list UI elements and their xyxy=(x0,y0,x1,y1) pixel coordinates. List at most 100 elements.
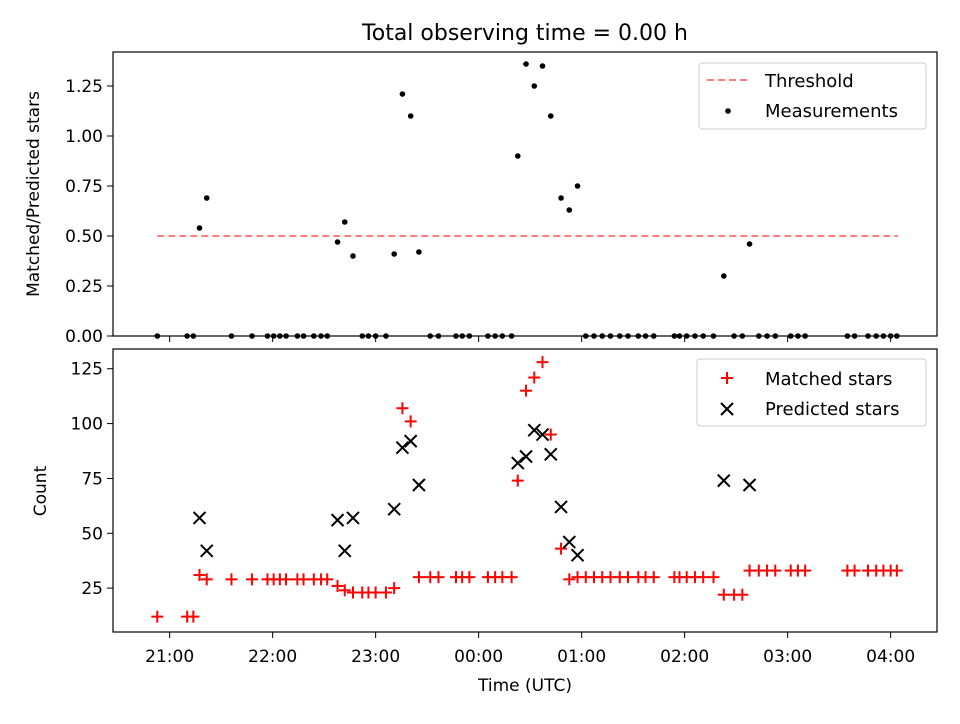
marker-stroke xyxy=(527,423,541,437)
matched-star-marker xyxy=(717,588,730,601)
matched-star-marker xyxy=(799,564,812,577)
predicted-star-marker xyxy=(544,447,558,462)
matched-star-marker xyxy=(297,573,310,586)
x-tick-label: 00:00 xyxy=(454,647,503,667)
predicted-star-marker xyxy=(330,513,345,527)
measurement-point xyxy=(514,153,521,159)
top-panel: 0.00 0.25 0.50 0.75 1.00 1.25 Matched/Predict… xyxy=(24,51,938,347)
predicted-star-marker xyxy=(403,434,418,448)
predicted-star-marker xyxy=(200,544,214,558)
marker-stroke xyxy=(519,449,533,464)
bottom-legend: Matched stars Predicted stars xyxy=(696,358,927,427)
marker-stroke xyxy=(717,473,731,488)
measurement-point xyxy=(531,83,538,89)
measurement-point xyxy=(203,195,210,201)
marker-stroke xyxy=(330,513,345,527)
matched-star-marker xyxy=(412,571,425,584)
matched-star-marker xyxy=(151,610,164,623)
predicted-star-marker xyxy=(387,502,401,516)
matched-star-marker xyxy=(647,571,660,584)
matched-star-marker xyxy=(388,582,401,595)
matched-star-marker xyxy=(769,564,782,577)
measurement-point xyxy=(574,183,581,189)
legend-matched-label: Matched stars xyxy=(765,369,892,390)
predicted-star-marker xyxy=(412,478,426,492)
x-tick-label: 23:00 xyxy=(351,647,400,667)
legend-threshold-label: Threshold xyxy=(764,71,854,92)
legend-predicted-label: Predicted stars xyxy=(765,399,899,420)
measurement-point xyxy=(539,63,546,69)
bottom-axes-frame xyxy=(112,348,938,633)
matched-star-marker xyxy=(338,584,351,597)
measurement-point xyxy=(558,195,564,201)
measurement-point xyxy=(196,225,203,231)
measurement-point xyxy=(416,249,422,255)
matched-star-marker xyxy=(848,564,861,577)
matched-star-marker xyxy=(555,542,568,555)
matched-star-marker xyxy=(379,586,392,599)
top-y-tick-label: 1.25 xyxy=(65,77,103,97)
matched-star-marker xyxy=(396,402,409,415)
marker-stroke xyxy=(200,544,214,558)
measurement-point xyxy=(391,251,397,257)
predicted-star-marker xyxy=(511,456,525,470)
measurement-point xyxy=(407,113,414,119)
bottom-legend-box xyxy=(696,358,927,427)
measurement-point xyxy=(399,91,406,97)
matched-star-marker xyxy=(225,573,238,586)
predicted-star-marker xyxy=(554,500,568,514)
bottom-y-tick-label: 50 xyxy=(81,524,103,544)
legend-measurements-label: Measurements xyxy=(765,101,898,122)
bottom-panel: 25 50 75 100 125 21:00 22:00 23:00 00:00 01:00 02:… xyxy=(31,348,938,696)
marker-stroke xyxy=(511,456,525,470)
top-y-tick-label: 0.00 xyxy=(65,327,103,347)
matched-star-marker xyxy=(707,571,720,584)
predicted-star-marker xyxy=(535,427,550,442)
x-tick-label: 03:00 xyxy=(763,647,812,667)
predicted-star-marker xyxy=(570,548,585,562)
matched-star-marker xyxy=(187,610,200,623)
marker-stroke xyxy=(338,544,352,558)
predicted-star-marker xyxy=(717,473,731,488)
bottom-y-axis-label: Count xyxy=(31,465,51,516)
top-y-tick-label: 1.00 xyxy=(65,127,103,147)
matched-star-marker xyxy=(622,571,634,584)
x-tick-label: 21:00 xyxy=(145,647,194,667)
predicted-star-marker xyxy=(742,478,757,492)
x-tick-label: 22:00 xyxy=(248,647,297,667)
measurement-point xyxy=(720,273,727,279)
top-axes-frame xyxy=(112,51,938,337)
matched-legend-marker xyxy=(721,372,733,384)
x-tick-label: 01:00 xyxy=(557,647,606,667)
top-y-axis-label: Matched/Predicted stars xyxy=(24,91,44,297)
matched-star-marker xyxy=(520,384,533,397)
matched-star-marker xyxy=(331,579,344,592)
matched-star-marker xyxy=(736,588,749,601)
top-plot-area: 0.00 0.25 0.50 0.75 1.00 1.25 xyxy=(65,61,900,347)
measurement-point xyxy=(523,61,529,67)
predicted-star-marker xyxy=(519,449,533,464)
measurement-point xyxy=(341,219,348,225)
marker-stroke xyxy=(403,434,418,448)
top-y-tick-label: 0.25 xyxy=(65,277,103,297)
bottom-plot-area: 25 50 75 100 125 21:00 22:00 23:00 00:00 01:00 02:… xyxy=(71,356,915,667)
predicted-star-marker xyxy=(562,535,576,549)
predicted-star-marker xyxy=(346,511,360,525)
measurement-point xyxy=(350,253,356,259)
bottom-y-tick-label: 100 xyxy=(71,415,103,435)
top-legend: Threshold Measurements xyxy=(698,62,927,130)
matched-star-marker xyxy=(193,568,206,581)
matched-star-marker xyxy=(697,571,710,584)
matched-star-marker xyxy=(463,571,476,584)
marker-stroke xyxy=(570,548,585,562)
matched-star-marker xyxy=(369,586,382,599)
top-legend-box xyxy=(698,62,927,130)
predicted-legend-marker xyxy=(720,402,734,416)
marker-stroke xyxy=(192,511,207,525)
measurement-point xyxy=(566,207,573,213)
x-axis-label: Time (UTC) xyxy=(477,676,572,696)
measurements-legend-marker xyxy=(725,108,731,114)
top-y-tick-label: 0.50 xyxy=(65,227,103,247)
marker-stroke xyxy=(412,478,426,492)
matched-star-marker xyxy=(563,573,576,586)
